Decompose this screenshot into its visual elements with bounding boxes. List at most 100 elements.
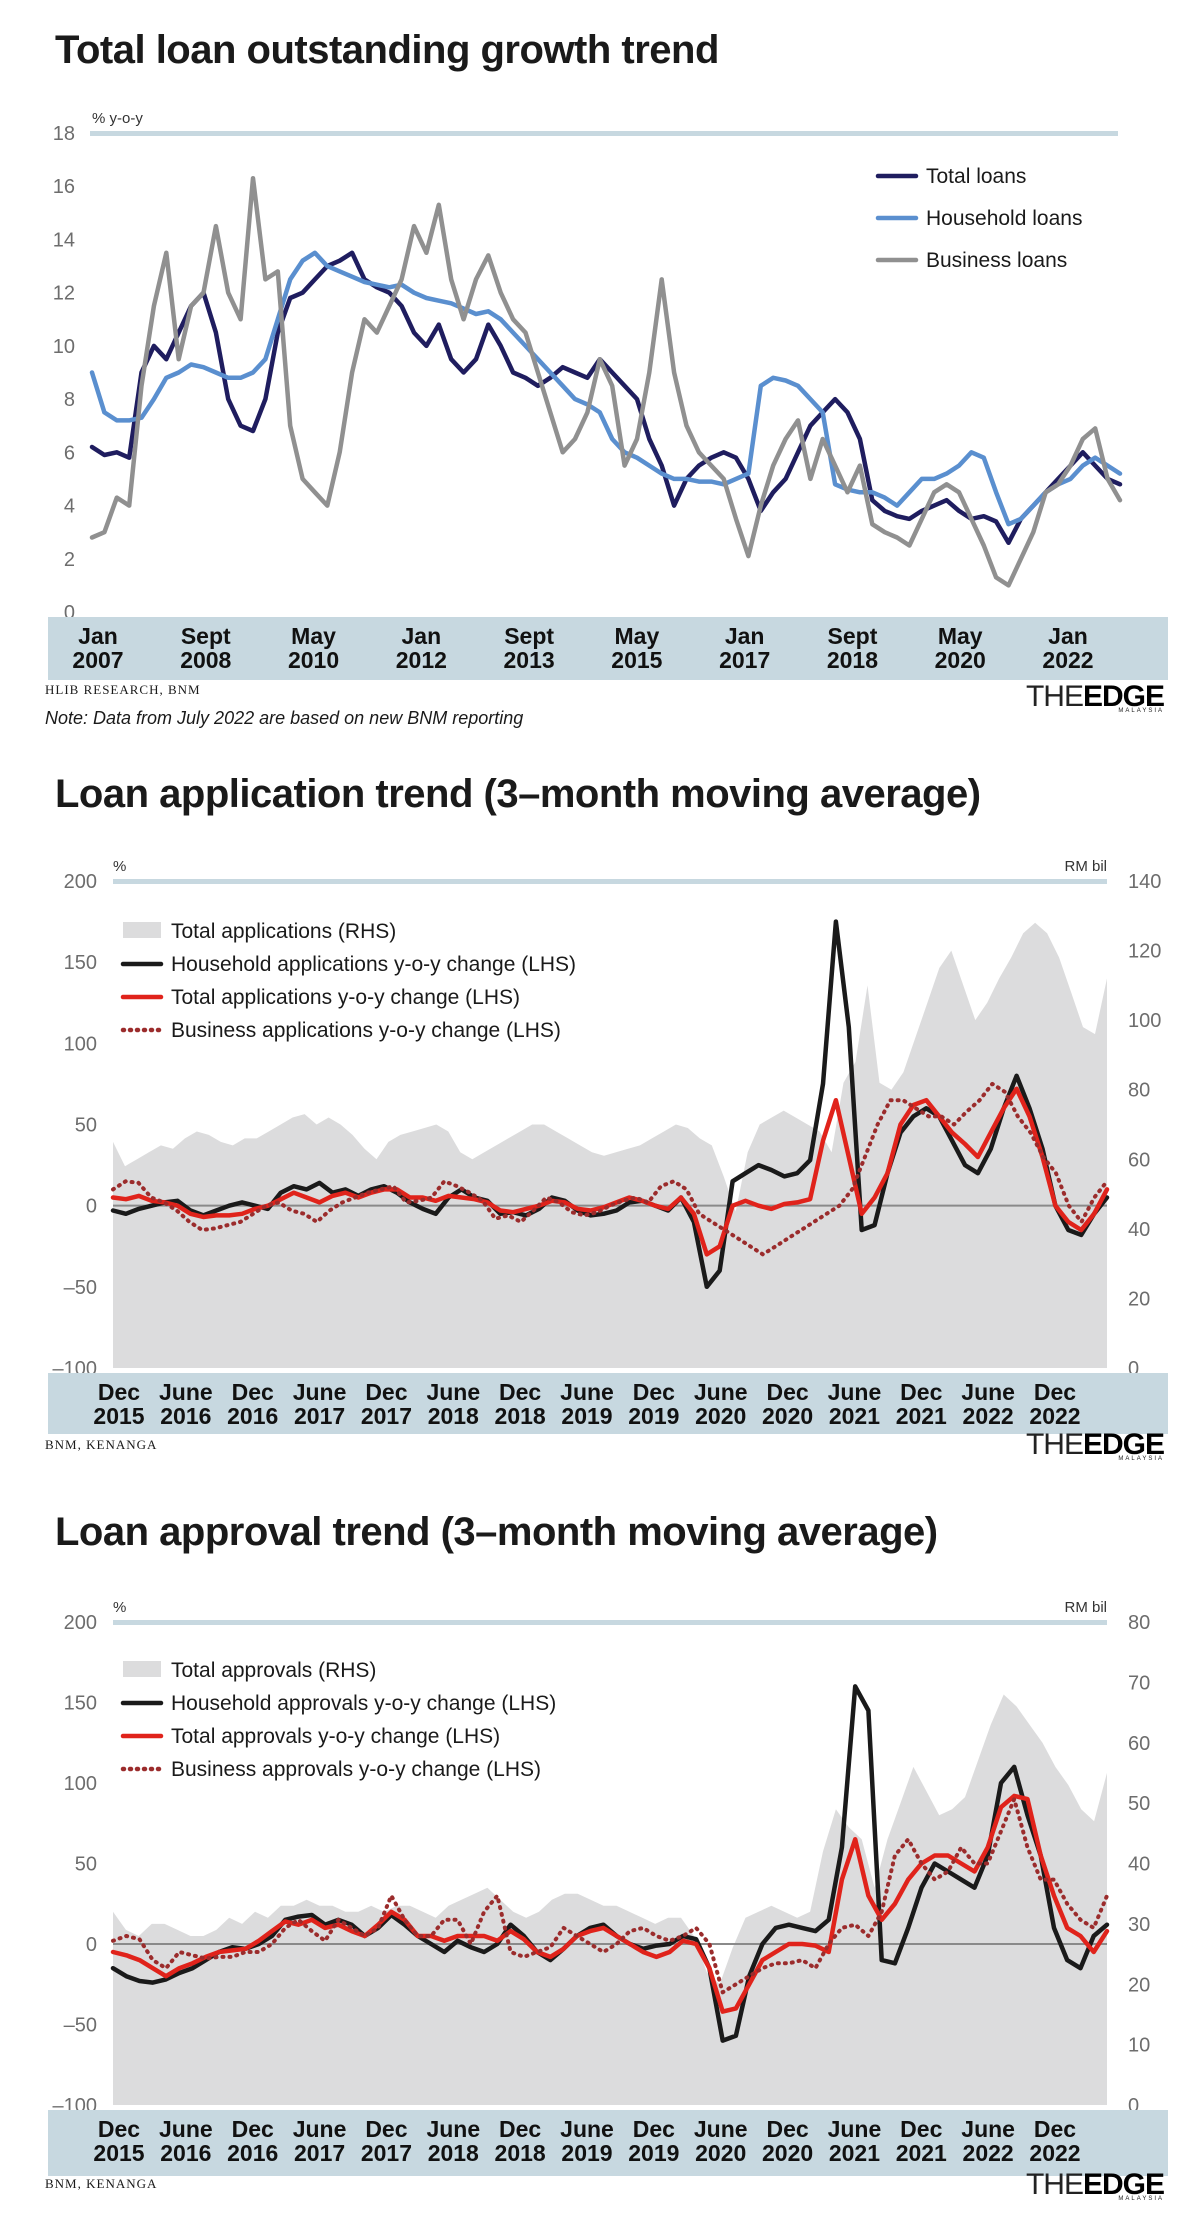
series-line-2 — [111, 1797, 1109, 1995]
y2-tick-label: 50 — [1128, 1793, 1150, 1815]
the-edge-logo: THEEDGE MALAYSIA — [1025, 1428, 1165, 1462]
x-tick-label: Dec 2020 — [762, 2116, 813, 2166]
x-tick-label: Dec 2017 — [361, 1379, 412, 1429]
legend-label: Total approvals (RHS) — [171, 1659, 376, 1682]
y-tick-label: 2 — [64, 549, 75, 571]
x-tick-label: May 2010 — [288, 623, 339, 673]
x-tick-label: Dec 2020 — [762, 1379, 813, 1429]
y2-tick-label: 100 — [1128, 1010, 1161, 1032]
y2-tick-label: 80 — [1128, 1080, 1150, 1102]
x-tick-label: Dec 2015 — [93, 1379, 144, 1429]
loan-application-section: Loan application trend (3–month moving a… — [45, 772, 1168, 1462]
y2-tick-label: 30 — [1128, 1914, 1150, 1936]
y-axis-unit-label: % — [113, 858, 126, 875]
x-tick-label: June 2016 — [159, 2116, 213, 2166]
loan-application-chart: % RM bil–100–5005010015020002040608010012… — [48, 858, 1168, 1434]
chart-title: Total loan outstanding growth trend — [55, 28, 719, 72]
x-tick-label: Sept 2018 — [827, 623, 878, 673]
y-tick-label: 50 — [75, 1115, 97, 1137]
x-tick-label: June 2018 — [426, 1379, 480, 1429]
y2-tick-label: 10 — [1128, 2035, 1150, 2057]
legend-swatch — [123, 922, 161, 938]
y2-tick-label: 0 — [1128, 2095, 1139, 2117]
y-tick-label: 50 — [75, 1854, 97, 1876]
series-line-2 — [89, 175, 1123, 588]
y-tick-label: –50 — [64, 1277, 97, 1299]
y-tick-label: 12 — [53, 283, 75, 305]
x-tick-label: Sept 2013 — [504, 623, 555, 673]
x-tick-label: June 2017 — [293, 2116, 347, 2166]
chart-top-bar — [113, 879, 1107, 884]
y-tick-label: 10 — [53, 336, 75, 358]
y2-tick-label: 80 — [1128, 1612, 1150, 1634]
x-tick-label: Dec 2022 — [1029, 1379, 1080, 1429]
legend-label: Total approvals y-o-y change (LHS) — [171, 1725, 500, 1748]
y-tick-label: 16 — [53, 176, 75, 198]
series-line-1 — [89, 250, 1123, 527]
legend-label: Household applications y-o-y change (LHS… — [171, 953, 576, 976]
x-axis-band — [48, 1373, 1168, 1434]
the-edge-logo: THEEDGE MALAYSIA — [1025, 680, 1165, 714]
y-tick-label: 4 — [64, 496, 75, 518]
series-line-1 — [110, 1793, 1110, 2014]
y-tick-label: 0 — [86, 1934, 97, 1956]
series-line-1 — [110, 1086, 1110, 1257]
source-credit: BNM, KENANGA — [45, 1437, 158, 1452]
y-tick-label: –50 — [64, 2015, 97, 2037]
x-axis-band — [48, 617, 1168, 680]
source-credit: BNM, KENANGA — [45, 2176, 158, 2191]
the-edge-logo: THEEDGE MALAYSIA — [1025, 2168, 1165, 2202]
x-tick-label: Dec 2017 — [361, 2116, 412, 2166]
x-tick-label: May 2020 — [935, 623, 986, 673]
x-tick-label: June 2020 — [694, 1379, 748, 1429]
y-tick-label: 200 — [64, 1612, 97, 1634]
x-tick-label: June 2022 — [961, 2116, 1015, 2166]
y-tick-label: 8 — [64, 389, 75, 411]
y-tick-label: 150 — [64, 1693, 97, 1715]
x-tick-label: Dec 2016 — [227, 2116, 278, 2166]
y-tick-label: 100 — [64, 1033, 97, 1055]
y-tick-label: 0 — [64, 602, 75, 624]
x-tick-label: June 2019 — [560, 1379, 614, 1429]
y-tick-label: 150 — [64, 952, 97, 974]
y2-tick-label: 140 — [1128, 871, 1161, 893]
legend-label: Business loans — [926, 249, 1067, 272]
y2-tick-label: 120 — [1128, 941, 1161, 963]
y2-tick-label: 20 — [1128, 1288, 1150, 1310]
total-area-series — [113, 922, 1107, 1368]
x-tick-label: Jan 2007 — [72, 623, 123, 673]
logo-subtitle: MALAYSIA — [1118, 708, 1164, 714]
x-tick-label: June 2019 — [560, 2116, 614, 2166]
y2-tick-label: 60 — [1128, 1733, 1150, 1755]
source-credit: HLIB RESEARCH, BNM — [45, 682, 201, 697]
x-tick-label: Dec 2022 — [1029, 2116, 1080, 2166]
legend-swatch — [123, 1661, 161, 1677]
x-tick-label: June 2020 — [694, 2116, 748, 2166]
y2-tick-label: 20 — [1128, 1974, 1150, 1996]
legend-label: Total loans — [926, 165, 1026, 188]
x-tick-label: Dec 2019 — [628, 2116, 679, 2166]
x-tick-label: Jan 2017 — [719, 623, 770, 673]
x-tick-label: Dec 2021 — [896, 1379, 947, 1429]
x-axis-band — [48, 2110, 1168, 2176]
loan-outstanding-chart: % y-o-y 0 2 4 6 8 10 12 14 16 18 Jan 2007 Sept 2008 May… — [48, 110, 1168, 680]
footnote: Note: Data from July 2022 are based on n… — [45, 708, 524, 728]
series-line-2 — [111, 1081, 1109, 1257]
x-tick-label: Dec 2021 — [896, 2116, 947, 2166]
x-tick-label: Sept 2008 — [180, 623, 231, 673]
x-tick-label: Dec 2016 — [227, 1379, 278, 1429]
y-tick-label: 0 — [86, 1196, 97, 1218]
x-tick-label: May 2015 — [611, 623, 662, 673]
x-tick-label: Dec 2018 — [495, 2116, 546, 2166]
y2-axis-unit-label: RM bil — [1064, 858, 1107, 875]
x-tick-label: Jan 2012 — [396, 623, 447, 673]
y2-tick-label: 70 — [1128, 1672, 1150, 1694]
legend-label: Household loans — [926, 207, 1082, 230]
y-tick-label: 14 — [53, 229, 75, 251]
x-tick-label: June 2022 — [961, 1379, 1015, 1429]
logo-subtitle: MALAYSIA — [1118, 2196, 1164, 2202]
y-tick-label: 100 — [64, 1773, 97, 1795]
y2-tick-label: 40 — [1128, 1854, 1150, 1876]
